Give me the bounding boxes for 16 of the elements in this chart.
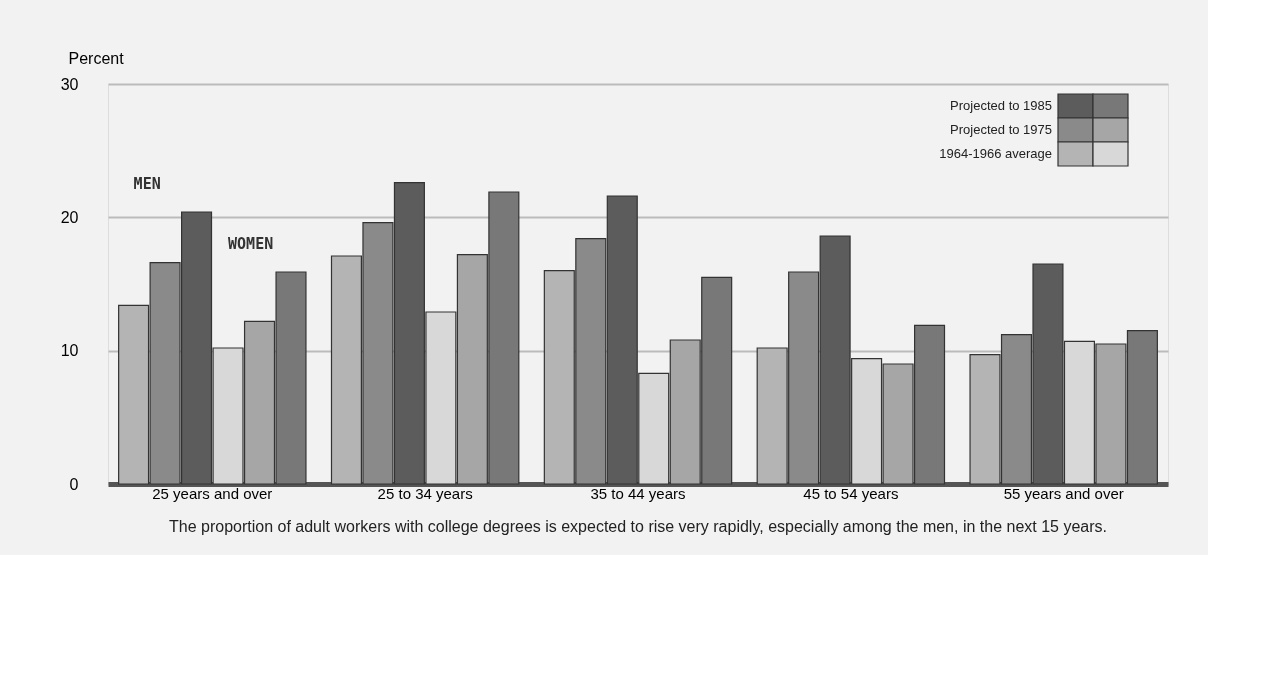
legend-label: 1964-1966 average: [939, 146, 1052, 161]
y-tick-label: 0: [69, 475, 79, 493]
x-tick-label: 55 years and over: [1003, 484, 1124, 502]
legend-label: Projected to 1975: [950, 122, 1052, 137]
annotation: WOMEN: [228, 235, 274, 253]
y-axis-title: Percent: [68, 49, 125, 67]
x-tick-label: 35 to 44 years: [590, 484, 686, 502]
text: The proportion of adult workers with college degrees is expected to rise very rapidly, especially among the men, in the next 15 years.: [169, 518, 1107, 535]
annotation: MEN: [133, 175, 161, 193]
x-tick-label: 25 to 34 years: [377, 484, 473, 502]
y-tick-label: 10: [60, 342, 79, 360]
y-tick-label: 20: [60, 208, 79, 226]
y-tick-label: 30: [60, 75, 79, 93]
x-tick-label: 25 years and over: [152, 484, 273, 502]
x-tick-label: 45 to 54 years: [803, 484, 899, 502]
legend-label: Projected to 1985: [950, 98, 1052, 113]
